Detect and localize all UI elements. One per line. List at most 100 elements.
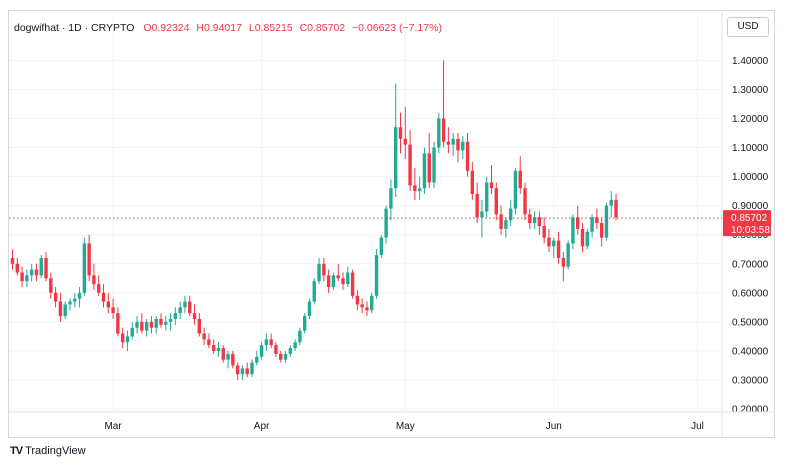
candle: [441, 60, 446, 148]
y-tick-label: 1.20000: [732, 114, 769, 125]
candle-body: [532, 217, 537, 224]
candle: [326, 269, 331, 293]
tradingview-logo[interactable]: TV TradingView: [10, 445, 86, 457]
candle-body: [508, 208, 513, 221]
tradingview-logo-icon: TV: [10, 445, 23, 457]
candle: [279, 350, 283, 363]
candle: [116, 307, 120, 337]
candle-body: [394, 127, 398, 189]
candle: [235, 362, 240, 381]
candle-body: [322, 263, 326, 276]
candle-body: [216, 348, 221, 351]
candle-body: [130, 327, 134, 337]
candle: [255, 350, 259, 366]
candle-body: [523, 188, 527, 215]
candle: [106, 292, 110, 314]
candle-body: [437, 118, 441, 148]
bar-countdown: 10:03:58: [731, 225, 770, 236]
candle: [250, 359, 254, 378]
candle-body: [432, 147, 436, 183]
candle: [10, 249, 15, 270]
candle-body: [518, 170, 522, 189]
candle-body: [197, 319, 202, 334]
y-tick-label: 1.10000: [732, 143, 769, 154]
candle-body: [125, 336, 130, 343]
candle-body: [188, 301, 192, 314]
candle-body: [576, 217, 580, 229]
candle-body: [427, 153, 431, 183]
candle: [259, 342, 264, 360]
candle-body: [485, 182, 489, 212]
candle-body: [609, 199, 613, 206]
candle: [432, 141, 436, 189]
candle-body: [528, 214, 532, 224]
candle: [288, 345, 293, 357]
candle-body: [542, 226, 546, 238]
candle: [173, 307, 178, 325]
candle-body: [221, 348, 225, 360]
candle-series: [10, 60, 618, 381]
candle-body: [10, 257, 15, 264]
candle-body: [456, 138, 460, 151]
y-tick-label: 1.40000: [732, 56, 769, 67]
candle: [130, 321, 134, 340]
candle-body: [283, 353, 288, 360]
candle: [494, 182, 498, 221]
legend-close: C0.85702: [299, 22, 346, 34]
candle: [465, 133, 470, 177]
candle-body: [82, 243, 87, 293]
candle: [336, 263, 340, 282]
candle: [599, 217, 604, 247]
candle-body: [389, 188, 393, 209]
y-tick-label: 1.00000: [732, 172, 769, 183]
candle: [274, 342, 278, 357]
x-tick-label: Jul: [691, 421, 704, 432]
candle-body: [317, 263, 321, 282]
candle: [480, 199, 484, 238]
candle-body: [245, 368, 249, 375]
candle-body: [140, 321, 144, 331]
candle-body: [451, 138, 455, 145]
candle-body: [585, 231, 589, 247]
candle-body: [475, 194, 479, 218]
candle-body: [202, 333, 206, 340]
y-tick-label: 0.70000: [732, 259, 769, 270]
candle: [456, 133, 460, 163]
currency-button[interactable]: USD: [727, 17, 769, 37]
candle: [523, 182, 527, 221]
candle-body: [571, 217, 575, 244]
symbol-name[interactable]: dogwifhat · 1D · CRYPTO: [14, 22, 135, 34]
candle: [489, 164, 494, 195]
candle: [504, 217, 508, 238]
candle-body: [341, 278, 345, 285]
candle: [374, 249, 379, 299]
candle: [245, 362, 249, 378]
candle-body: [499, 214, 503, 229]
candle-body: [87, 243, 91, 276]
candle: [322, 257, 326, 282]
candle-body: [360, 304, 364, 308]
candle-body: [144, 321, 149, 331]
price-axis: 1.40000 1.30000 1.20000 1.10000 1.00000 0.900…: [721, 10, 769, 437]
tradingview-logo-text: TradingView: [25, 445, 86, 457]
candle-body: [604, 205, 609, 238]
candle-body: [274, 345, 278, 354]
candle-body: [226, 353, 230, 360]
candle-body: [446, 141, 451, 145]
candle-body: [92, 275, 96, 285]
candle-body: [614, 199, 618, 218]
candle: [365, 301, 369, 317]
candle: [53, 287, 58, 308]
time-axis: Mar Apr May Jun Jul: [9, 411, 774, 432]
candle-body: [207, 339, 211, 346]
candle: [427, 133, 431, 189]
candle: [240, 365, 245, 381]
candle: [149, 316, 154, 334]
legend-high: H0.94017: [196, 22, 242, 34]
candle-body: [73, 298, 77, 302]
candle: [446, 127, 451, 154]
candle: [202, 327, 206, 346]
last-price-tag: [723, 210, 771, 237]
